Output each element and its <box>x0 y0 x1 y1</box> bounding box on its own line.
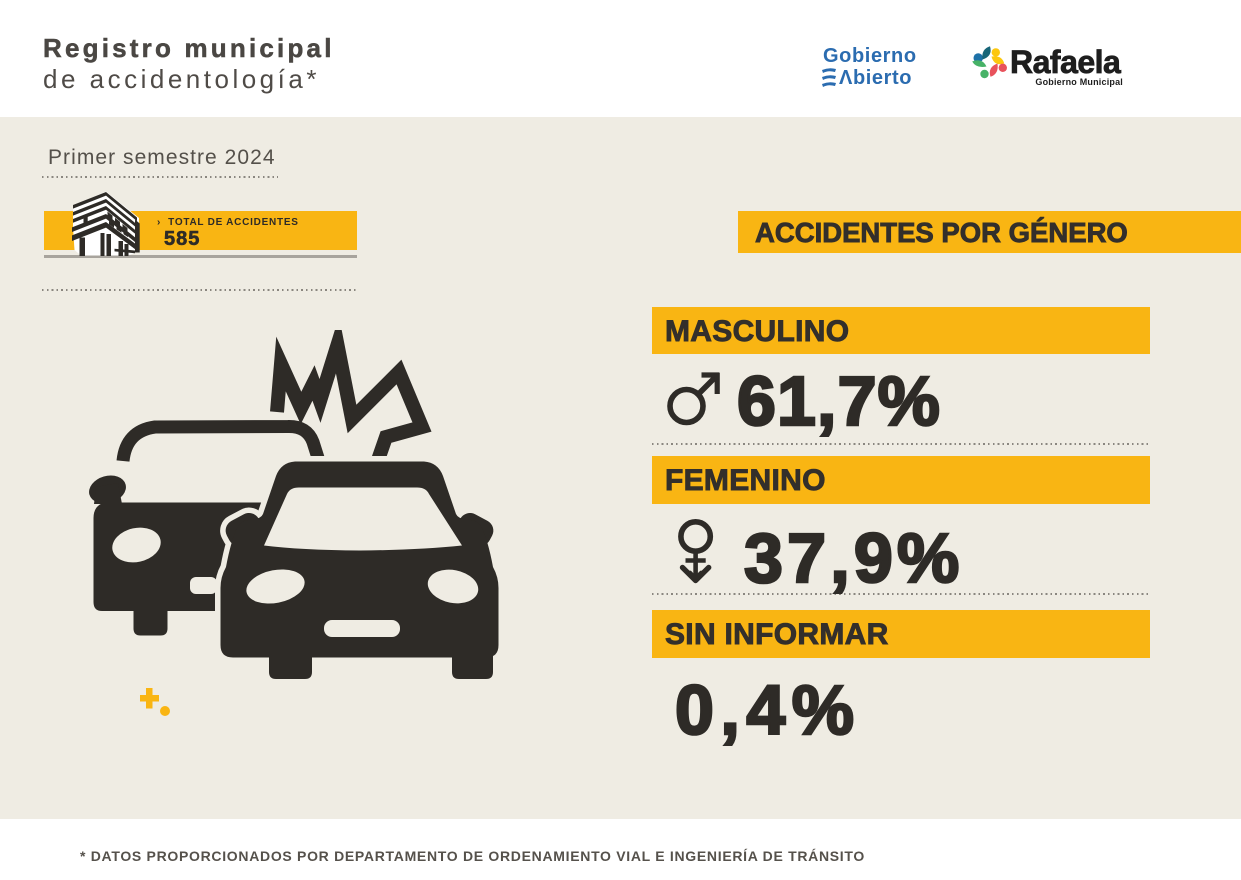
svg-text:Gobierno: Gobierno <box>823 45 917 67</box>
svg-text:Λbierto: Λbierto <box>839 67 912 89</box>
svg-text:Rafaela: Rafaela <box>1010 44 1121 80</box>
svg-text:Gobierno Municipal: Gobierno Municipal <box>1035 77 1123 87</box>
